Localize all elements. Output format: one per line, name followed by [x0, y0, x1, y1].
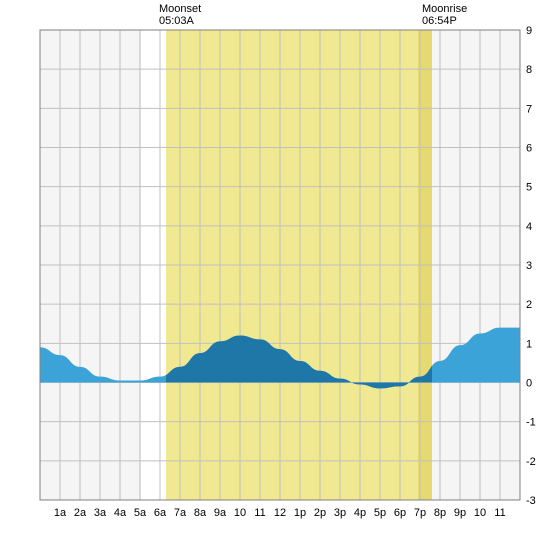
svg-text:10: 10 — [474, 507, 486, 519]
svg-text:6a: 6a — [154, 507, 167, 519]
svg-text:4a: 4a — [114, 507, 127, 519]
svg-text:12: 12 — [274, 507, 286, 519]
tide-chart: -3-2-101234567891a2a3a4a5a6a7a8a9a101112… — [0, 0, 550, 550]
svg-text:Moonrise: Moonrise — [422, 3, 467, 15]
svg-text:-3: -3 — [526, 495, 536, 507]
svg-text:5a: 5a — [134, 507, 147, 519]
svg-text:4p: 4p — [354, 507, 366, 519]
svg-text:3a: 3a — [94, 507, 107, 519]
svg-text:-1: -1 — [526, 417, 536, 429]
svg-text:9p: 9p — [454, 507, 466, 519]
svg-text:1: 1 — [526, 338, 532, 350]
svg-text:8a: 8a — [194, 507, 207, 519]
svg-text:1a: 1a — [54, 507, 67, 519]
svg-text:Moonset: Moonset — [159, 3, 201, 15]
svg-text:7: 7 — [526, 103, 532, 115]
svg-text:10: 10 — [234, 507, 246, 519]
svg-text:7a: 7a — [174, 507, 187, 519]
svg-text:5: 5 — [526, 182, 532, 194]
svg-text:3: 3 — [526, 260, 532, 272]
svg-text:8: 8 — [526, 64, 532, 76]
svg-text:0: 0 — [526, 378, 532, 390]
svg-text:5p: 5p — [374, 507, 386, 519]
svg-text:9: 9 — [526, 25, 532, 37]
svg-text:9a: 9a — [214, 507, 227, 519]
svg-text:3p: 3p — [334, 507, 346, 519]
svg-text:05:03A: 05:03A — [159, 15, 195, 27]
svg-text:06:54P: 06:54P — [422, 15, 457, 27]
svg-text:2: 2 — [526, 299, 532, 311]
chart-svg: -3-2-101234567891a2a3a4a5a6a7a8a9a101112… — [0, 0, 550, 550]
svg-text:8p: 8p — [434, 507, 446, 519]
svg-text:11: 11 — [494, 507, 505, 519]
svg-text:6p: 6p — [394, 507, 406, 519]
svg-text:6: 6 — [526, 143, 532, 155]
svg-text:1p: 1p — [294, 507, 306, 519]
svg-text:11: 11 — [254, 507, 265, 519]
svg-text:7p: 7p — [414, 507, 426, 519]
svg-text:4: 4 — [526, 221, 532, 233]
svg-text:2p: 2p — [314, 507, 326, 519]
svg-text:-2: -2 — [526, 456, 536, 468]
svg-text:2a: 2a — [74, 507, 87, 519]
